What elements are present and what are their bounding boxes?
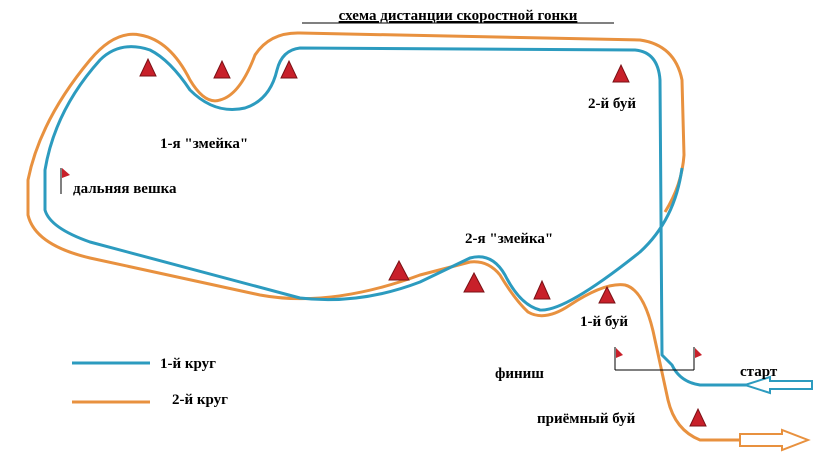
buoy-marker <box>612 63 630 83</box>
lap-1-path <box>43 45 780 387</box>
finish-arrow <box>739 428 811 452</box>
title: схема дистанции скоростной гонки <box>339 8 578 24</box>
buoy-marker <box>139 57 157 77</box>
start-arrow <box>741 375 813 395</box>
buoy-marker <box>689 407 707 427</box>
buoy-marker <box>463 271 485 293</box>
buoy-marker <box>533 279 551 300</box>
far-pole <box>60 168 70 194</box>
legend-label: 2-й круг <box>172 392 228 408</box>
label: финиш <box>495 366 544 382</box>
buoy-marker <box>213 59 231 79</box>
lap-2-path <box>26 31 740 442</box>
buoy-marker <box>598 285 616 304</box>
label: 1-й буй <box>580 314 628 330</box>
legend-label: 1-й круг <box>160 356 216 372</box>
label: приёмный буй <box>537 411 636 427</box>
label: 2-й буй <box>588 96 636 112</box>
label: 1-я "змейка" <box>160 136 248 152</box>
finish-line <box>614 347 702 371</box>
label: 2-я "змейка" <box>465 231 553 247</box>
label: старт <box>740 364 778 380</box>
label: дальняя вешка <box>73 181 177 197</box>
buoy-marker <box>388 259 410 281</box>
buoy-marker <box>280 59 298 79</box>
